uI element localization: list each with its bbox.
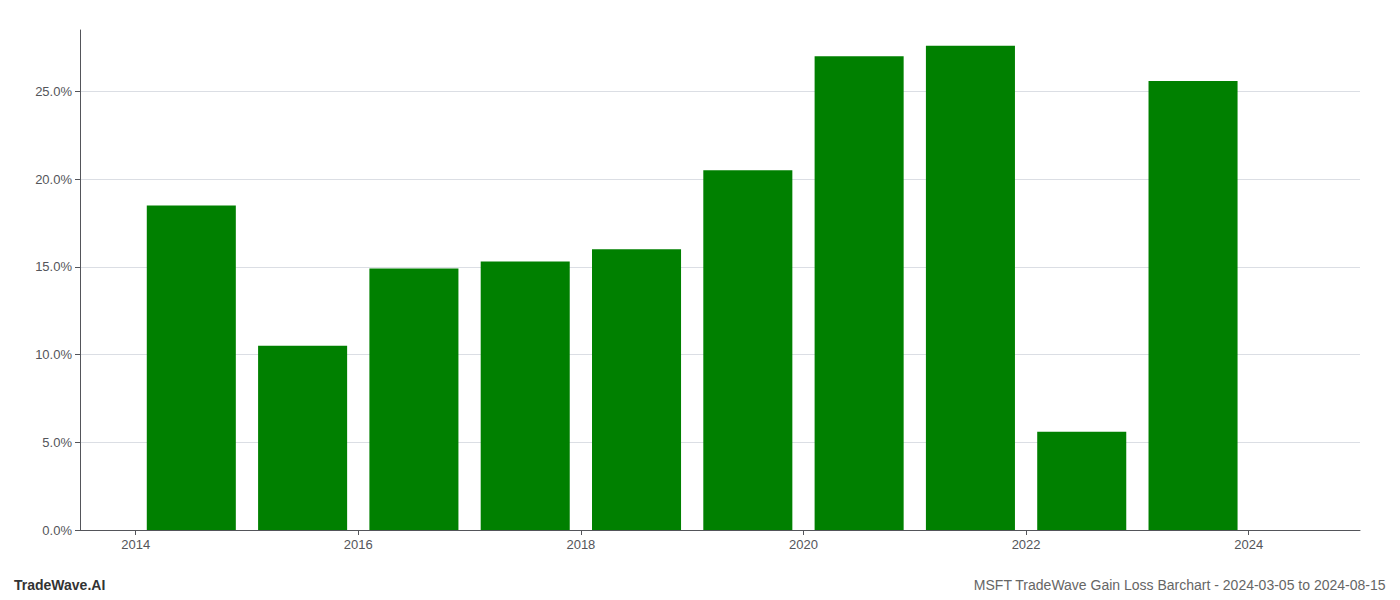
svg-text:TradeWave.AI: TradeWave.AI — [14, 577, 105, 593]
svg-text:2022: 2022 — [1012, 537, 1041, 552]
svg-text:2024: 2024 — [1234, 537, 1263, 552]
svg-text:2018: 2018 — [566, 537, 595, 552]
svg-text:20.0%: 20.0% — [35, 172, 72, 187]
svg-text:15.0%: 15.0% — [35, 259, 72, 274]
svg-text:25.0%: 25.0% — [35, 84, 72, 99]
svg-text:2020: 2020 — [789, 537, 818, 552]
svg-text:10.0%: 10.0% — [35, 347, 72, 362]
svg-text:2016: 2016 — [344, 537, 373, 552]
svg-text:0.0%: 0.0% — [42, 523, 72, 538]
svg-text:5.0%: 5.0% — [42, 435, 72, 450]
svg-text:2014: 2014 — [121, 537, 150, 552]
svg-text:MSFT TradeWave Gain Loss Barch: MSFT TradeWave Gain Loss Barchart - 2024… — [974, 577, 1386, 593]
